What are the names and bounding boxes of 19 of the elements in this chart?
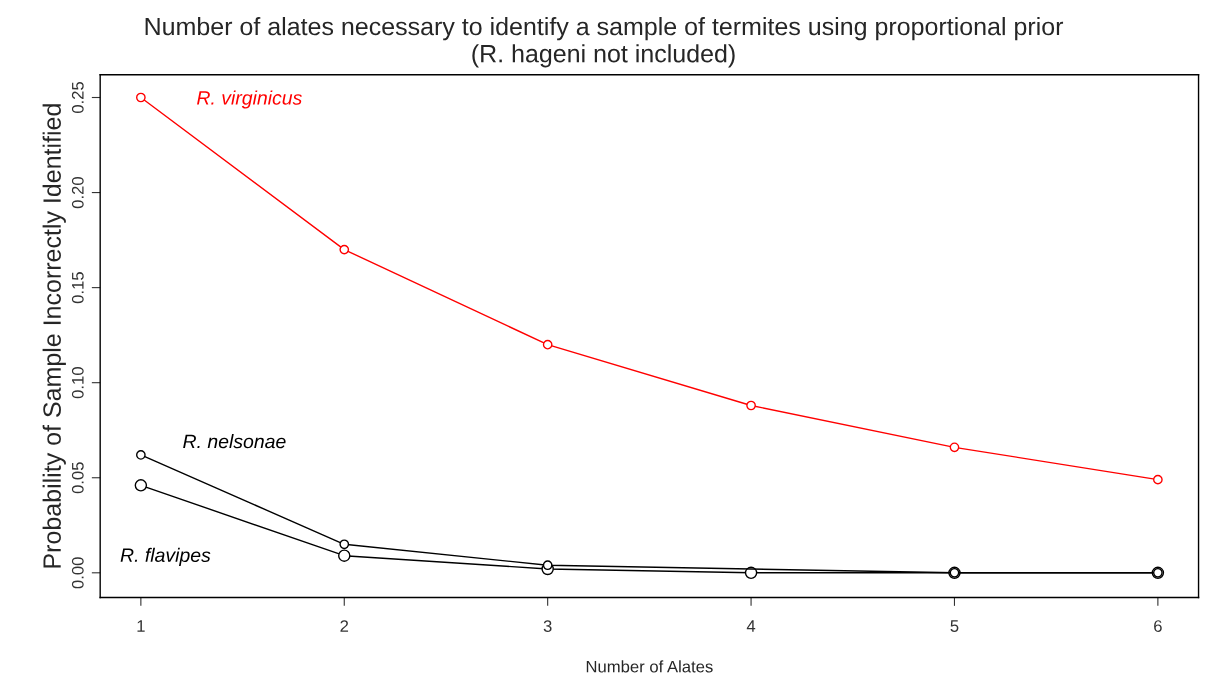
y-tick-label: 0.05	[71, 462, 84, 494]
x-axis-title: Number of Alates	[586, 660, 713, 673]
chart-subtitle: (R. hageni not included)	[472, 44, 735, 68]
chart-title: Number of alates necessary to identify a sample of termites using proportional prior	[145, 16, 1064, 41]
x-tick-label: 6	[1154, 620, 1162, 632]
x-tick-label: 3	[543, 620, 552, 632]
x-tick-label: 1	[137, 620, 145, 632]
x-tick-label: 5	[950, 620, 959, 632]
y-tick-label: 0.15	[71, 272, 84, 304]
series-label: R. flavipes	[120, 547, 211, 566]
x-tick-label: 2	[340, 620, 349, 632]
y-tick-label: 0.25	[71, 81, 84, 114]
x-tick-label: 4	[746, 620, 756, 632]
y-tick-label: 0.00	[71, 557, 84, 589]
series-label: R. nelsonae	[183, 434, 286, 449]
y-tick-label: 0.20	[71, 177, 84, 209]
y-axis-title: Probability of Sample Incorrectly Identified	[42, 104, 66, 568]
series-label: R. virginicus	[197, 90, 302, 109]
y-tick-label: 0.10	[71, 367, 84, 399]
